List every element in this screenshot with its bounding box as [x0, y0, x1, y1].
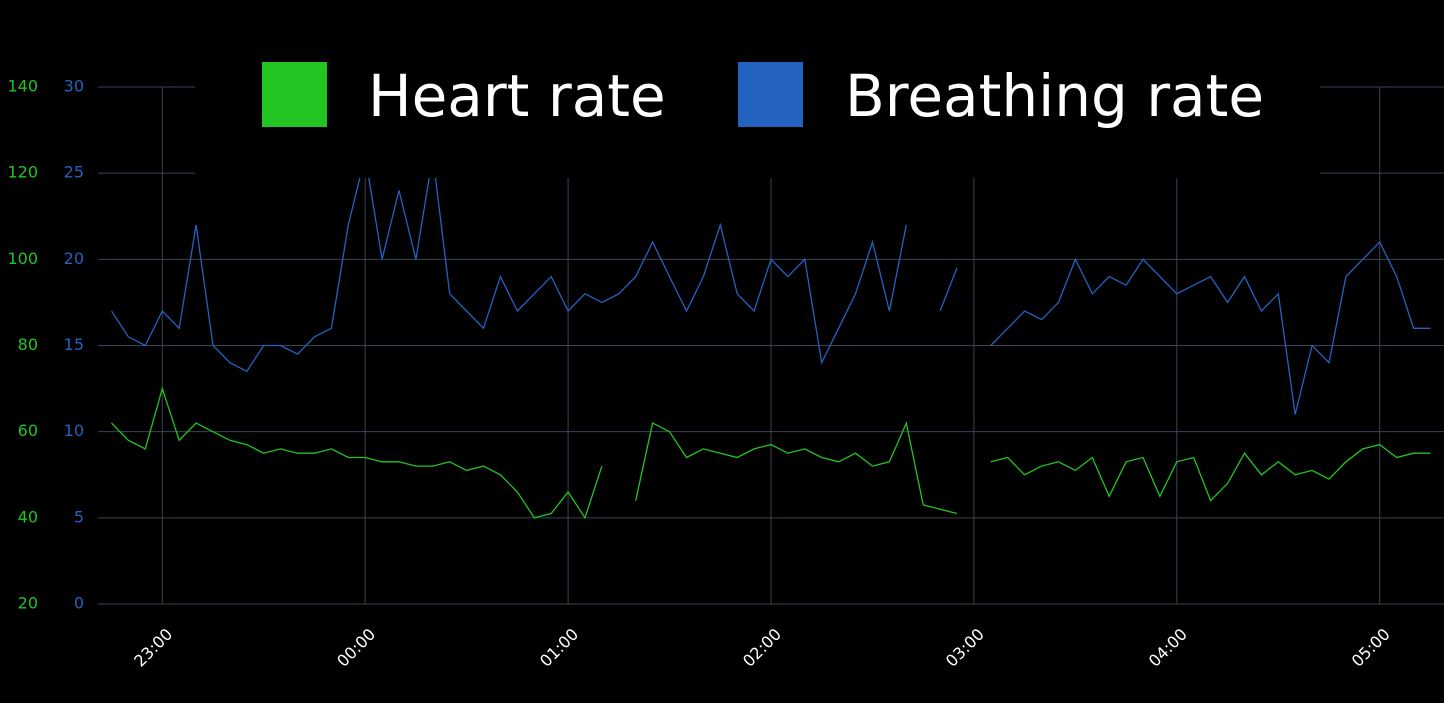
y2-tick-label: 15 — [64, 335, 84, 354]
y2-tick-label: 20 — [64, 249, 84, 268]
line — [111, 386, 1431, 520]
y2-tick-label: 5 — [74, 507, 84, 526]
legend-swatch — [738, 62, 803, 127]
y2-tick-label: 25 — [64, 163, 84, 182]
y-tick-label: 120 — [7, 163, 38, 182]
y-tick-label: 20 — [18, 594, 38, 613]
y2-tick-label: 10 — [64, 421, 84, 440]
y-tick-label: 60 — [18, 421, 38, 440]
y-tick-label: 140 — [7, 77, 38, 96]
y2-tick-label: 0 — [74, 594, 84, 613]
legend-label: Breathing rate — [845, 62, 1264, 130]
legend-swatch — [262, 62, 327, 127]
y-tick-label: 100 — [7, 249, 38, 268]
legend-label: Heart rate — [368, 62, 666, 130]
y2-tick-label: 30 — [64, 77, 84, 96]
y-tick-label: 80 — [18, 335, 38, 354]
y-tick-label: 40 — [18, 507, 38, 526]
line — [110, 155, 1431, 415]
